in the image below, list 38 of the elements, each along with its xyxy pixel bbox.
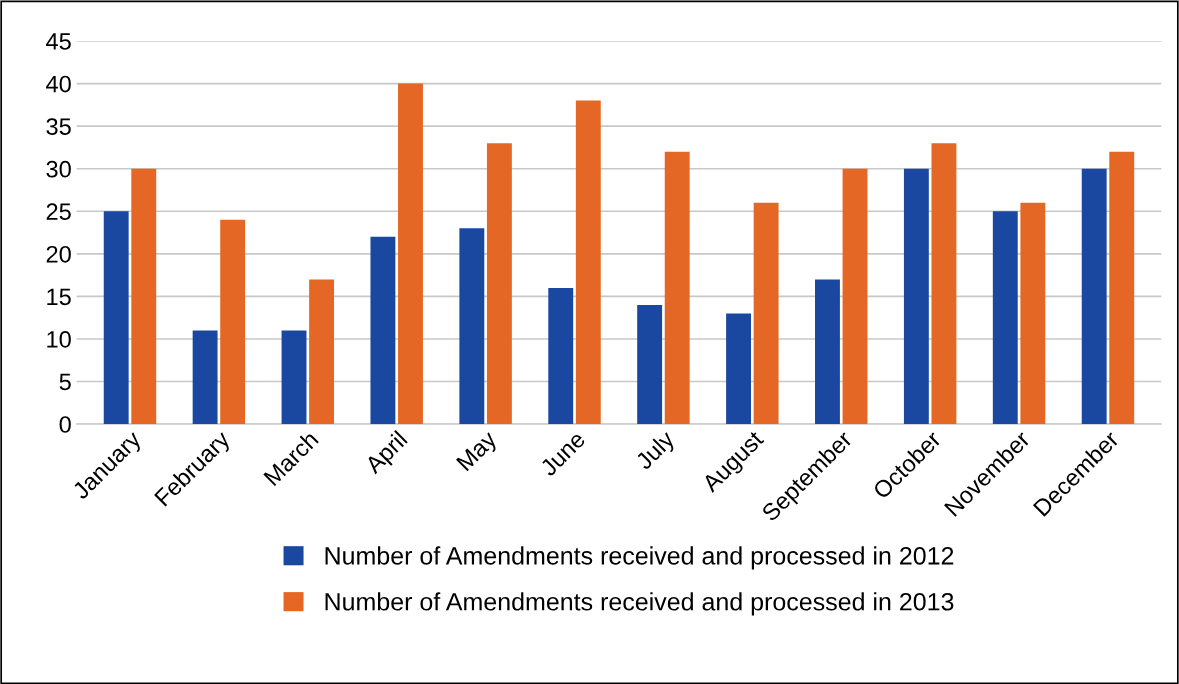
y-tick-label: 5: [59, 373, 71, 391]
y-tick-label: 45: [46, 33, 71, 50]
bar: [370, 236, 396, 425]
y-tick-label: 10: [47, 331, 71, 348]
bar: [1020, 202, 1046, 425]
legend-label: Number of Amendments received and processed in 2013: [325, 592, 954, 616]
bar: [1109, 151, 1135, 425]
bar: [309, 279, 335, 425]
bar: [103, 211, 129, 425]
bar: [992, 211, 1018, 425]
y-tick-label: 0: [59, 416, 71, 433]
bar: [637, 304, 663, 425]
bar: [1081, 168, 1107, 425]
bar: [131, 168, 157, 425]
bar: [192, 330, 218, 425]
legend-label: Number of Amendments received and processed in 2012: [325, 546, 954, 570]
bar: [903, 168, 929, 425]
bar: [398, 83, 423, 425]
y-tick-label: 35: [46, 118, 71, 135]
bar: [486, 143, 512, 425]
bar: [664, 151, 690, 425]
bar: [842, 168, 868, 425]
x-tick-label: July: [634, 428, 679, 474]
bar: [575, 100, 601, 425]
bar: [753, 202, 779, 425]
bar: [220, 219, 246, 425]
bar: [726, 313, 751, 425]
bar: [459, 228, 485, 425]
bar: [281, 330, 307, 425]
y-tick-label: 15: [47, 288, 71, 306]
y-tick-label: 30: [46, 160, 71, 178]
y-tick-label: 40: [46, 75, 71, 93]
bar: [548, 287, 574, 425]
y-tick-label: 20: [46, 245, 71, 263]
y-tick-label: 25: [46, 203, 71, 221]
bar: [931, 143, 957, 425]
x-tick-label: May: [456, 429, 502, 475]
bar: [815, 279, 840, 425]
